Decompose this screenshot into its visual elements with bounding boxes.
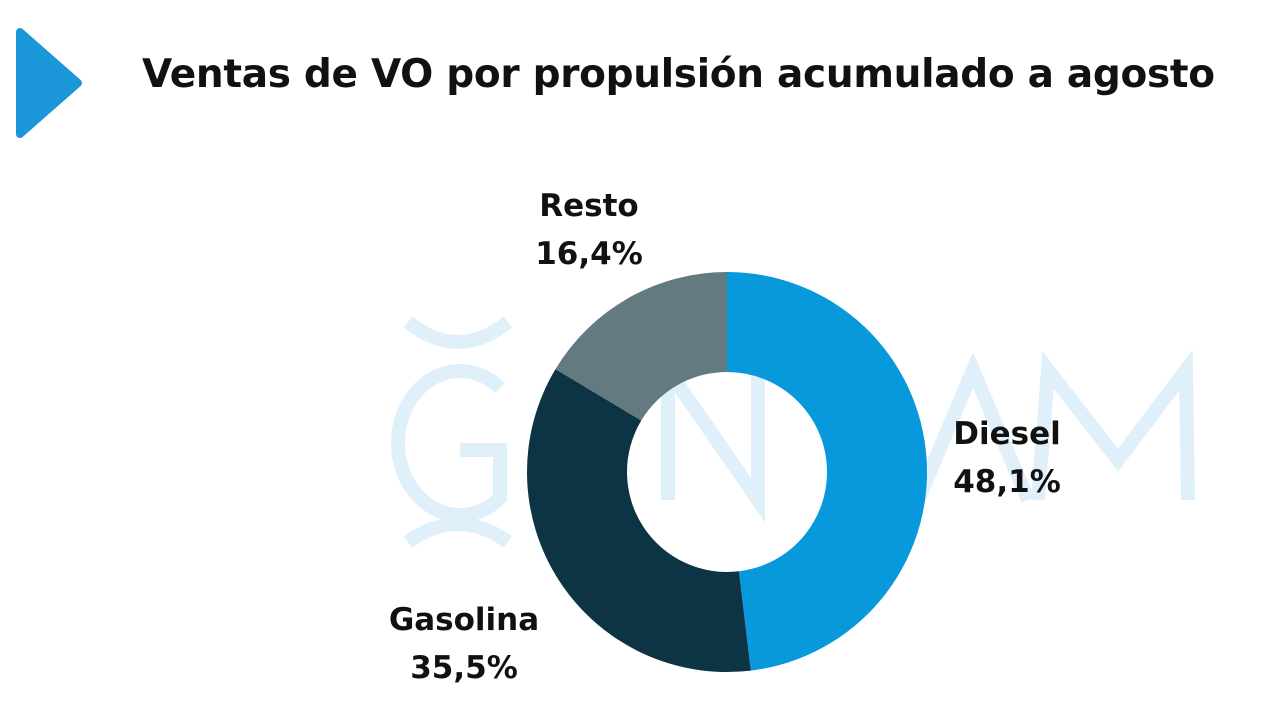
label-gasolina-name: Gasolina [389, 602, 539, 638]
label-gasolina-value: 35,5% [410, 650, 518, 686]
slice-gasolina [527, 369, 751, 672]
page-title: Ventas de VO por propulsión acumulado a … [142, 52, 1215, 97]
label-resto-name: Resto [539, 188, 638, 224]
slice-resto [555, 272, 727, 421]
label-diesel-value: 48,1% [953, 464, 1061, 500]
label-diesel-name: Diesel [953, 416, 1061, 452]
section-marker-icon [16, 28, 82, 138]
label-resto-value: 16,4% [535, 236, 643, 272]
watermark-logo [391, 316, 1195, 548]
slice-diesel [727, 272, 927, 671]
